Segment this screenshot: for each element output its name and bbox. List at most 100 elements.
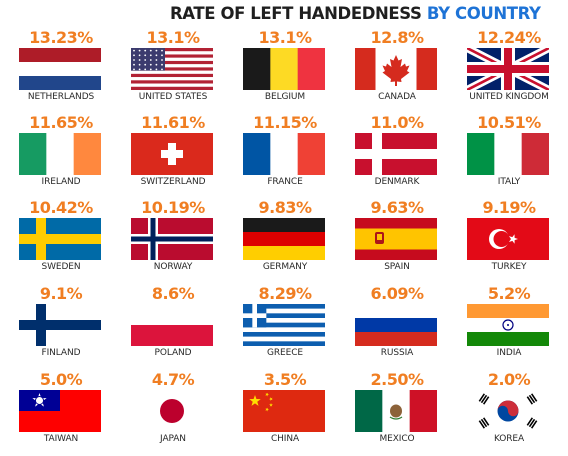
country-name-italy: ITALY: [497, 177, 521, 187]
country-name-belgium: BELGIUM: [264, 92, 306, 102]
country-tile-belgium: 13.1% BELGIUM: [229, 28, 341, 114]
rate-label-sweden: 10.42%: [29, 198, 93, 217]
india-flag: [467, 304, 549, 346]
rate-label-turkey: 9.19%: [482, 198, 536, 217]
country-tile-korea: 2.0% KOREA: [453, 370, 565, 456]
country-tile-ireland: 11.65% IRELAND: [5, 113, 117, 199]
country-tile-germany: 9.83% GERMANY: [229, 198, 341, 284]
rate-label-switzerland: 11.61%: [141, 113, 205, 132]
country-tile-united-states: 13.1% UNITED STATES: [117, 28, 229, 114]
denmark-flag: [355, 133, 437, 175]
country-name-poland: POLAND: [154, 348, 192, 358]
country-tile-poland: 8.6% POLAND: [117, 284, 229, 370]
country-name-finland: FINLAND: [41, 348, 81, 358]
country-name-japan: JAPAN: [160, 434, 186, 444]
finland-flag: [19, 304, 101, 346]
belgium-flag: [243, 48, 325, 90]
japan-flag: [131, 390, 213, 432]
country-tile-greece: 8.29% GREECE: [229, 284, 341, 370]
country-name-germany: GERMANY: [262, 262, 308, 272]
rate-label-united-kingdom: 12.24%: [477, 28, 541, 47]
country-name-united-states: UNITED STATES: [138, 92, 208, 102]
rate-label-poland: 8.6%: [151, 284, 195, 303]
country-tile-italy: 10.51% ITALY: [453, 113, 565, 199]
sweden-flag: [19, 218, 101, 260]
country-name-india: INDIA: [496, 348, 522, 358]
country-tile-russia: 6.09% RUSSIA: [341, 284, 453, 370]
country-tile-turkey: 9.19% TURKEY: [453, 198, 565, 284]
rate-label-italy: 10.51%: [477, 113, 541, 132]
country-tile-japan: 4.7% JAPAN: [117, 370, 229, 456]
country-tile-norway: 10.19% NORWAY: [117, 198, 229, 284]
ireland-flag: [19, 133, 101, 175]
country-tile-spain: 9.63% SPAIN: [341, 198, 453, 284]
rate-label-spain: 9.63%: [370, 198, 424, 217]
china-flag: [243, 390, 325, 432]
country-tile-canada: 12.8% CANADA: [341, 28, 453, 114]
rate-label-norway: 10.19%: [141, 198, 205, 217]
country-tile-india: 5.2% INDIA: [453, 284, 565, 370]
rate-label-china: 3.5%: [263, 370, 307, 389]
country-tile-taiwan: 5.0% TAIWAN: [5, 370, 117, 456]
netherlands-flag: [19, 48, 101, 90]
rate-label-ireland: 11.65%: [29, 113, 93, 132]
country-name-sweden: SWEDEN: [41, 262, 81, 272]
rate-label-netherlands: 13.23%: [29, 28, 93, 47]
rate-label-india: 5.2%: [487, 284, 531, 303]
country-name-turkey: TURKEY: [491, 262, 527, 272]
greece-flag: [243, 304, 325, 346]
chart-title-prefix: RATE OF LEFT HANDEDNESS: [170, 4, 422, 23]
country-tile-china: 3.5% CHINA: [229, 370, 341, 456]
country-name-greece: GREECE: [267, 348, 303, 358]
country-tile-denmark: 11.0% DENMARK: [341, 113, 453, 199]
country-name-denmark: DENMARK: [374, 177, 420, 187]
rate-label-canada: 12.8%: [370, 28, 424, 47]
rate-label-denmark: 11.0%: [370, 113, 424, 132]
rate-label-germany: 9.83%: [258, 198, 312, 217]
poland-flag: [131, 304, 213, 346]
country-name-russia: RUSSIA: [380, 348, 414, 358]
united-kingdom-flag: [467, 48, 549, 90]
italy-flag: [467, 133, 549, 175]
country-name-china: CHINA: [270, 434, 300, 444]
norway-flag: [131, 218, 213, 260]
country-tile-france: 11.15% FRANCE: [229, 113, 341, 199]
country-name-france: FRANCE: [267, 177, 303, 187]
rate-label-greece: 8.29%: [258, 284, 312, 303]
country-name-ireland: IRELAND: [41, 177, 81, 187]
rate-label-japan: 4.7%: [151, 370, 195, 389]
country-tile-netherlands: 13.23% NETHERLANDS: [5, 28, 117, 114]
country-tile-finland: 9.1% FINLAND: [5, 284, 117, 370]
country-name-taiwan: TAIWAN: [43, 434, 79, 444]
country-tile-mexico: 2.50% MEXICO: [341, 370, 453, 456]
chart-title: RATE OF LEFT HANDEDNESS BY COUNTRY: [170, 4, 554, 23]
taiwan-flag: [19, 390, 101, 432]
rate-label-russia: 6.09%: [370, 284, 424, 303]
country-name-canada: CANADA: [378, 92, 416, 102]
rate-label-france: 11.15%: [253, 113, 317, 132]
country-name-united-kingdom: UNITED KINGDOM: [469, 92, 549, 102]
country-name-korea: KOREA: [493, 434, 525, 444]
switzerland-flag: [131, 133, 213, 175]
rate-label-taiwan: 5.0%: [39, 370, 83, 389]
chart-title-highlight: BY COUNTRY: [426, 4, 541, 23]
rate-label-belgium: 13.1%: [258, 28, 312, 47]
rate-label-finland: 9.1%: [39, 284, 83, 303]
country-name-spain: SPAIN: [384, 262, 410, 272]
country-tile-switzerland: 11.61% SWITZERLAND: [117, 113, 229, 199]
korea-flag: [467, 390, 549, 432]
turkey-flag: [467, 218, 549, 260]
country-tile-sweden: 10.42% SWEDEN: [5, 198, 117, 284]
united-states-flag: [131, 48, 213, 90]
rate-label-united-states: 13.1%: [146, 28, 200, 47]
country-tile-united-kingdom: 12.24% UNITED KINGDOM: [453, 28, 565, 114]
country-name-switzerland: SWITZERLAND: [140, 177, 206, 187]
spain-flag: [355, 218, 437, 260]
rate-label-mexico: 2.50%: [370, 370, 424, 389]
russia-flag: [355, 304, 437, 346]
mexico-flag: [355, 390, 437, 432]
country-name-norway: NORWAY: [153, 262, 193, 272]
country-name-netherlands: NETHERLANDS: [27, 92, 95, 102]
country-name-mexico: MEXICO: [379, 434, 415, 444]
rate-label-korea: 2.0%: [487, 370, 531, 389]
